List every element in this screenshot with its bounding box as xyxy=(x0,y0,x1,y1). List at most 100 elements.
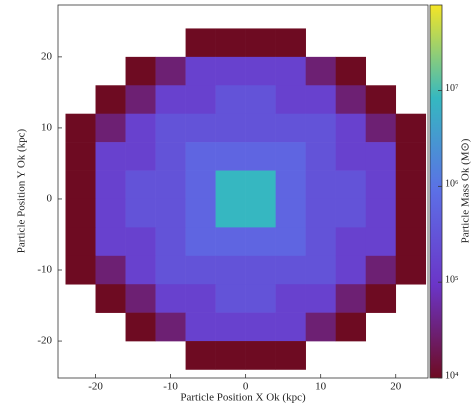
y-axis-label: Particle Position Y Ok (kpc) xyxy=(16,128,28,253)
heatmap-cell xyxy=(126,171,156,200)
heatmap-cell xyxy=(216,199,246,228)
heatmap-cell xyxy=(336,199,366,228)
heatmap-cell xyxy=(186,227,216,256)
heatmap-cell xyxy=(96,85,126,114)
heatmap-cell xyxy=(186,199,216,228)
heatmap-cell xyxy=(246,313,276,342)
heatmap-cell xyxy=(126,284,156,313)
heatmap-cell xyxy=(156,85,186,114)
heatmap-cell xyxy=(246,57,276,86)
heatmap-cell xyxy=(126,114,156,143)
heatmap-cell xyxy=(246,284,276,313)
heatmap-cell xyxy=(126,256,156,285)
heatmap-cell xyxy=(186,142,216,171)
heatmap-cell xyxy=(396,171,426,200)
heatmap-cell xyxy=(186,313,216,342)
heatmap-cell xyxy=(246,114,276,143)
heatmap-cell xyxy=(366,171,396,200)
heatmap-cell xyxy=(186,28,216,57)
heatmap-cell xyxy=(336,85,366,114)
heatmap-cell xyxy=(396,142,426,171)
colorbar-tick-label: 10⁷ xyxy=(445,83,459,94)
heatmap-cell xyxy=(246,256,276,285)
heatmap-cell xyxy=(216,28,246,57)
heatmap-cell xyxy=(126,57,156,86)
heatmap-cell xyxy=(306,57,336,86)
heatmap-cell xyxy=(306,313,336,342)
heatmap-cell xyxy=(186,57,216,86)
heatmap-cell xyxy=(96,114,126,143)
heatmap-cell xyxy=(306,256,336,285)
heatmap-cell xyxy=(396,114,426,143)
heatmap-cell xyxy=(246,142,276,171)
heatmap-cell xyxy=(156,284,186,313)
heatmap xyxy=(66,28,427,369)
heatmap-cell xyxy=(186,171,216,200)
heatmap-cell xyxy=(156,57,186,86)
heatmap-cell xyxy=(276,28,306,57)
heatmap-cell xyxy=(306,114,336,143)
heatmap-cell xyxy=(126,313,156,342)
heatmap-cell xyxy=(126,227,156,256)
heatmap-cell xyxy=(66,114,96,143)
heatmap-cell xyxy=(216,256,246,285)
x-tick-label: 10 xyxy=(315,381,327,393)
heatmap-cell xyxy=(276,85,306,114)
heatmap-cell xyxy=(306,85,336,114)
heatmap-cell xyxy=(246,171,276,200)
x-axis-label: Particle Position X Ok (kpc) xyxy=(180,392,306,404)
heatmap-cell xyxy=(216,57,246,86)
heatmap-cell xyxy=(366,85,396,114)
heatmap-cell xyxy=(306,227,336,256)
heatmap-cell xyxy=(216,313,246,342)
heatmap-cell xyxy=(96,142,126,171)
heatmap-cell xyxy=(96,227,126,256)
heatmap-cell xyxy=(276,313,306,342)
x-tick-label: 20 xyxy=(390,381,402,393)
heatmap-cell xyxy=(246,28,276,57)
heatmap-cell xyxy=(366,114,396,143)
y-tick-label: -20 xyxy=(37,335,52,347)
heatmap-cell xyxy=(126,85,156,114)
heatmap-cell xyxy=(96,171,126,200)
heatmap-cell xyxy=(156,114,186,143)
heatmap-cell xyxy=(366,199,396,228)
colorbar-tick-label: 10⁵ xyxy=(445,274,459,285)
heatmap-cell xyxy=(306,142,336,171)
heatmap-cell xyxy=(216,114,246,143)
heatmap-cell xyxy=(66,227,96,256)
heatmap-cell xyxy=(216,227,246,256)
heatmap-cell xyxy=(276,171,306,200)
heatmap-cell xyxy=(306,284,336,313)
x-tick-label: 0 xyxy=(243,381,249,393)
heatmap-cell xyxy=(276,199,306,228)
heatmap-cell xyxy=(216,284,246,313)
heatmap-cell xyxy=(336,57,366,86)
x-tick-label: -10 xyxy=(163,381,178,393)
colorbar-tick-label: 10⁴ xyxy=(445,370,459,381)
heatmap-cell xyxy=(96,199,126,228)
colorbar-tick-label: 10⁶ xyxy=(445,179,459,190)
y-tick-label: 20 xyxy=(41,50,53,62)
heatmap-cell xyxy=(156,142,186,171)
heatmap-cell xyxy=(186,341,216,370)
chart: Particle Position X Ok (kpc) Particle Po… xyxy=(0,0,475,410)
heatmap-cell xyxy=(336,171,366,200)
heatmap-cell xyxy=(216,341,246,370)
heatmap-cell xyxy=(156,256,186,285)
heatmap-cell xyxy=(66,199,96,228)
colorbar-label: Particle Mass Ok (M⊙) xyxy=(460,138,472,243)
heatmap-cell xyxy=(336,284,366,313)
heatmap-cell xyxy=(246,199,276,228)
heatmap-cell xyxy=(66,256,96,285)
heatmap-cell xyxy=(96,284,126,313)
y-tick-label: 10 xyxy=(41,121,53,133)
heatmap-cell xyxy=(276,142,306,171)
heatmap-cell xyxy=(66,171,96,200)
x-tick-label: -20 xyxy=(88,381,103,393)
heatmap-cell xyxy=(276,284,306,313)
heatmap-cell xyxy=(366,256,396,285)
heatmap-cell xyxy=(126,199,156,228)
heatmap-cell xyxy=(306,171,336,200)
heatmap-cell xyxy=(156,171,186,200)
